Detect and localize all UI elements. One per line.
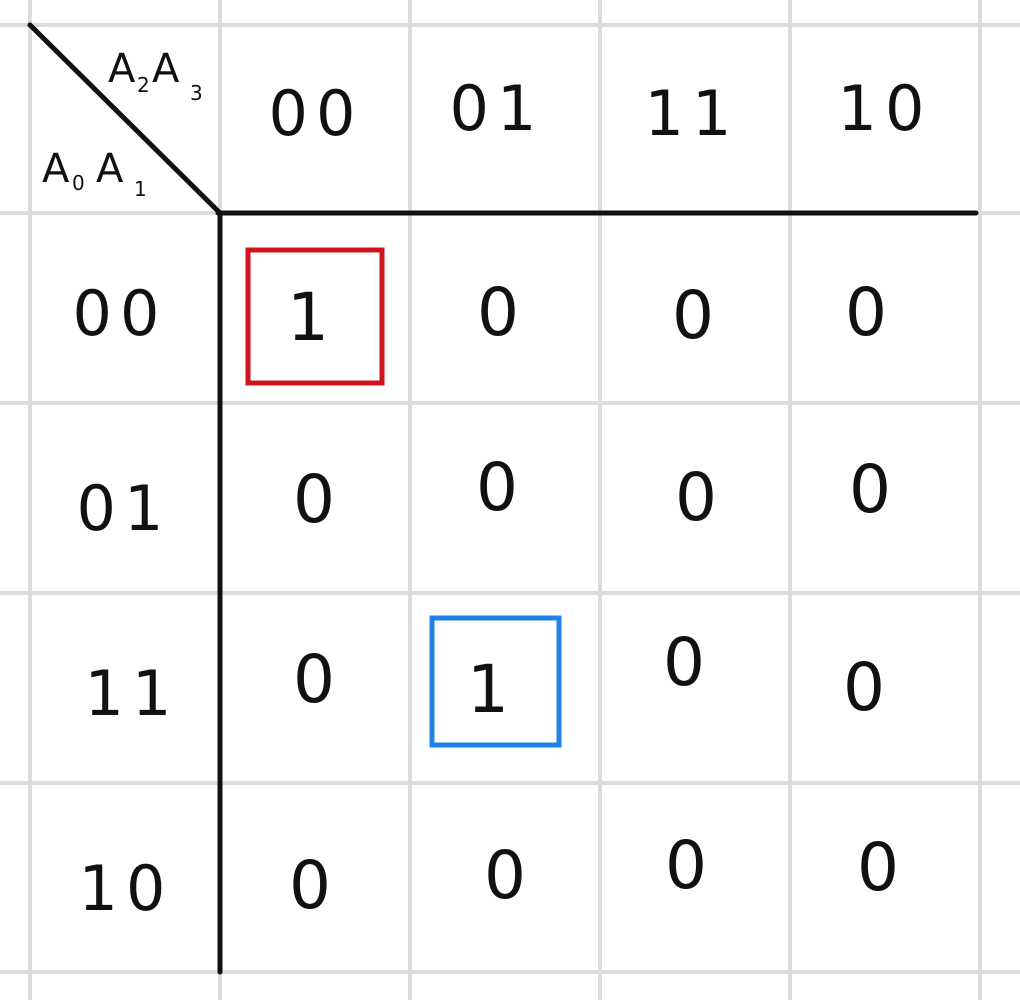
cell-r2-c1: 1 bbox=[467, 651, 509, 728]
col-var-2-letter: A bbox=[152, 46, 180, 92]
row-var-1-letter: A bbox=[42, 146, 70, 192]
corner-label: A 2 A 3 A 0 A 1 bbox=[27, 22, 223, 216]
cell-r2-c2: 0 bbox=[663, 624, 705, 701]
col-var-2-sub: 3 bbox=[190, 81, 203, 105]
row-var-1-sub: 0 bbox=[72, 171, 85, 195]
row-header-00: 00 bbox=[73, 277, 168, 350]
row-header-10: 10 bbox=[79, 852, 174, 925]
row-header-11: 11 bbox=[85, 657, 180, 730]
cell-r2-c0: 0 bbox=[293, 641, 335, 718]
highlight-box-blue bbox=[429, 615, 562, 748]
column-header-11: 11 bbox=[645, 77, 740, 150]
cell-r1-c0: 0 bbox=[293, 461, 335, 538]
cell-r2-c3: 0 bbox=[843, 649, 885, 726]
cell-r0-c3: 0 bbox=[845, 274, 887, 351]
cells-row-11: 0 1 0 0 bbox=[293, 624, 885, 728]
cell-r3-c2: 0 bbox=[665, 827, 707, 904]
highlight-box-red bbox=[245, 247, 385, 386]
row-headers: 00 01 11 10 bbox=[73, 277, 180, 925]
column-header-10: 10 bbox=[838, 72, 933, 145]
cell-r1-c3: 0 bbox=[849, 451, 891, 528]
col-var-1-letter: A bbox=[108, 46, 136, 92]
cells-row-00: 1 0 0 0 bbox=[287, 274, 887, 356]
cell-r0-c2: 0 bbox=[672, 277, 714, 354]
cell-r0-c0: 1 bbox=[287, 279, 329, 356]
cell-r1-c2: 0 bbox=[675, 459, 717, 536]
col-var-1-sub: 2 bbox=[137, 73, 150, 97]
cell-r3-c1: 0 bbox=[484, 837, 526, 914]
cell-r3-c3: 0 bbox=[857, 829, 899, 906]
column-header-00: 00 bbox=[269, 77, 364, 150]
cell-r0-c1: 0 bbox=[477, 274, 519, 351]
cell-r3-c0: 0 bbox=[289, 847, 331, 924]
column-headers: 00 01 11 10 bbox=[269, 72, 933, 150]
cells-row-10: 0 0 0 0 bbox=[289, 827, 899, 924]
column-header-01: 01 bbox=[450, 72, 545, 145]
row-header-01: 01 bbox=[77, 472, 172, 545]
cells-row-01: 0 0 0 0 bbox=[293, 449, 891, 538]
cell-r1-c1: 0 bbox=[476, 449, 518, 526]
row-var-2-letter: A bbox=[96, 146, 124, 192]
corner-diagonal bbox=[27, 22, 223, 216]
row-var-2-sub: 1 bbox=[134, 177, 147, 201]
